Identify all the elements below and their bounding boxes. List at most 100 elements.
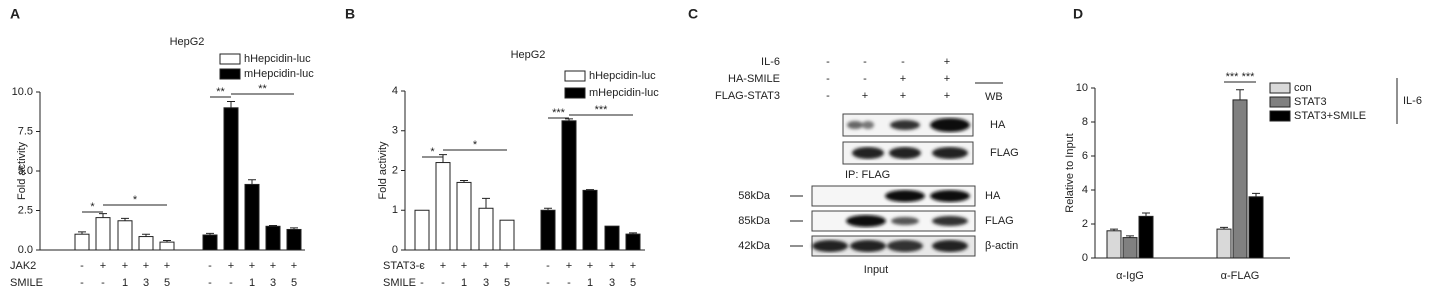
condition-labels: - - - + - - + + - + + + xyxy=(826,56,950,102)
blot-panel: C IL-6 HA-SMILE FLAG-STAT3 - - - +- - + +- + + + … xyxy=(688,6,1019,276)
error-bar xyxy=(482,197,490,209)
error-bar xyxy=(1142,212,1150,217)
y-tick-label: 7.5 xyxy=(18,125,33,137)
condition-sign: - xyxy=(208,277,212,289)
legend-label: STAT3 xyxy=(1294,96,1327,108)
condition-sign: + xyxy=(483,260,489,272)
condition-sign: + xyxy=(228,260,234,272)
condition-name: SMILE xyxy=(383,277,416,289)
legend-swatch xyxy=(219,68,241,80)
y-tick-label: 2 xyxy=(392,164,398,176)
legend-label: mHepcidin-luc xyxy=(589,87,659,99)
bar xyxy=(202,234,218,251)
bar xyxy=(159,241,175,251)
blot-row-label: FLAG xyxy=(990,147,1019,159)
condition-sign: 5 xyxy=(164,277,170,289)
condition-sign: - xyxy=(546,277,550,289)
condition-sign: - xyxy=(208,260,212,272)
condition-sign: + xyxy=(587,260,593,272)
bar xyxy=(414,209,430,251)
condition-sign: + xyxy=(900,90,906,102)
condition-sign: + xyxy=(944,90,950,102)
condition-sign: + xyxy=(440,260,446,272)
condition-sign: 3 xyxy=(270,277,276,289)
legend-label: con xyxy=(1294,82,1312,94)
error-bar xyxy=(99,213,107,218)
condition-sign: 5 xyxy=(630,277,636,289)
chart-title: HepG2 xyxy=(170,36,205,48)
y-tick-label: 0 xyxy=(392,244,398,256)
condition-sign: + xyxy=(100,260,106,272)
bar xyxy=(117,220,133,251)
condition-sign: 3 xyxy=(609,277,615,289)
blot-row-label: β-actin xyxy=(985,240,1018,252)
y-tick-label: 10.0 xyxy=(12,86,33,98)
y-tick-label: 0 xyxy=(1082,252,1088,264)
legend-swatch xyxy=(219,53,241,65)
significance-label: *** xyxy=(1242,71,1256,83)
condition-sign: - xyxy=(567,277,571,289)
condition-sign: - xyxy=(546,260,550,272)
bar xyxy=(1138,215,1154,259)
bar xyxy=(499,219,515,251)
panel-letter: D xyxy=(1073,6,1083,22)
legend-label: hHepcidin-luc xyxy=(589,70,656,82)
condition-name: IL-6 xyxy=(761,56,780,68)
condition-sign: + xyxy=(944,56,950,68)
bar xyxy=(625,233,641,251)
panel-letter: A xyxy=(10,6,20,22)
kda-label: 58kDa xyxy=(738,190,771,202)
error-bar xyxy=(248,179,256,185)
condition-sign: + xyxy=(609,260,615,272)
bar xyxy=(265,225,281,251)
bar xyxy=(244,183,260,251)
condition-sign: + xyxy=(164,260,170,272)
bar xyxy=(1216,228,1232,259)
condition-sign: - xyxy=(826,90,830,102)
condition-sign: - xyxy=(229,277,233,289)
blot-row-label: HA xyxy=(985,190,1001,202)
condition-name: HA-SMILE xyxy=(728,73,780,85)
legend-swatch xyxy=(564,87,586,99)
condition-name: FLAG-STAT3 xyxy=(715,90,780,102)
x-tick-label: α-IgG xyxy=(1116,270,1144,282)
kda-label: 85kDa xyxy=(738,215,771,227)
condition-sign: + xyxy=(122,260,128,272)
condition-sign: + xyxy=(566,260,572,272)
bar xyxy=(456,181,472,251)
y-tick-label: 1 xyxy=(392,204,398,216)
condition-sign: + xyxy=(249,260,255,272)
significance-label: * xyxy=(473,139,478,151)
panel-letter: C xyxy=(688,6,698,22)
bands xyxy=(852,147,968,159)
bar xyxy=(604,225,620,251)
bar xyxy=(1232,99,1248,259)
condition-sign: 3 xyxy=(483,277,489,289)
error-bar xyxy=(1252,192,1260,197)
legend-swatch xyxy=(564,70,586,82)
significance-label: ** xyxy=(216,86,225,98)
significance-label: * xyxy=(90,201,95,213)
bar xyxy=(223,107,239,251)
bar xyxy=(435,162,451,251)
condition-sign: 1 xyxy=(122,277,128,289)
condition-sign: + xyxy=(944,73,950,85)
condition-name: JAK2 xyxy=(10,260,36,272)
condition-sign: + xyxy=(270,260,276,272)
condition-sign: - xyxy=(863,56,867,68)
condition-sign: - xyxy=(80,260,84,272)
y-axis-label: Fold activity xyxy=(16,141,28,200)
significance-label: * xyxy=(133,194,138,206)
bar xyxy=(561,120,577,251)
condition-sign: - xyxy=(901,56,905,68)
legend-label: STAT3+SMILE xyxy=(1294,110,1366,122)
input-label: Input xyxy=(864,264,888,276)
condition-sign: - xyxy=(420,277,424,289)
condition-sign: 1 xyxy=(249,277,255,289)
condition-sign: - xyxy=(826,73,830,85)
significance-label: *** xyxy=(595,104,609,116)
condition-sign: + xyxy=(461,260,467,272)
error-bar xyxy=(1236,89,1244,100)
condition-sign: 3 xyxy=(143,277,149,289)
